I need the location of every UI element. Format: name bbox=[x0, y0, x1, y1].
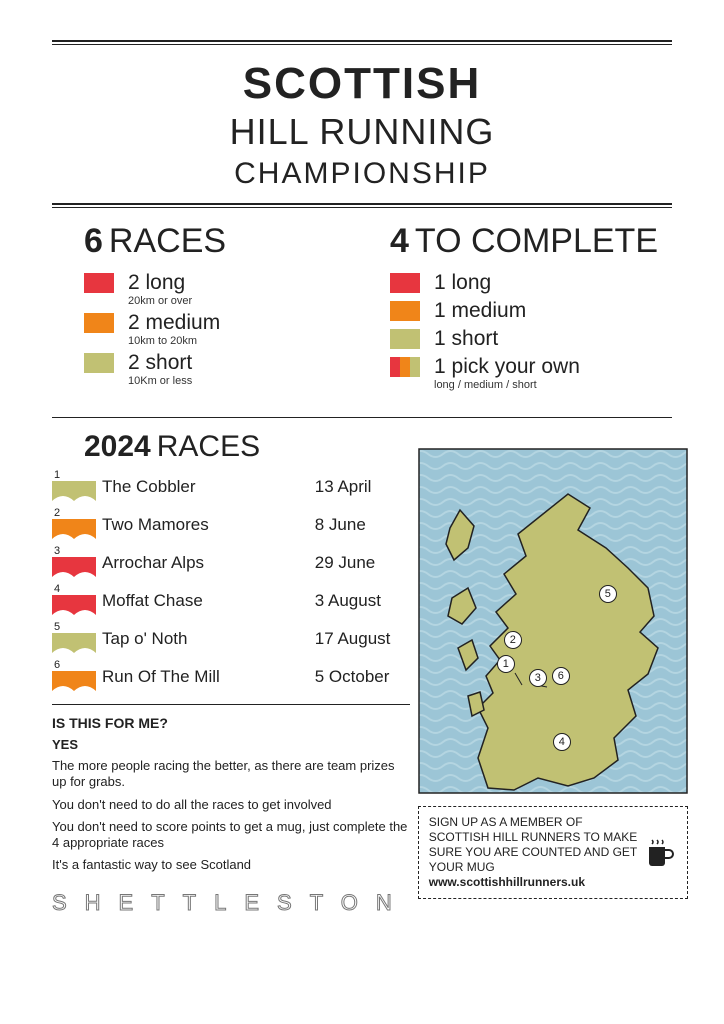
map-pin: 2 bbox=[504, 631, 522, 649]
race-date: 3 August bbox=[315, 591, 410, 611]
swatch-pick-medium bbox=[400, 357, 410, 377]
race-name: Moffat Chase bbox=[102, 591, 315, 611]
race-name: Tap o' Noth bbox=[102, 629, 315, 649]
map-pin: 4 bbox=[553, 733, 571, 751]
title-line-3: CHAMPIONSHIP bbox=[52, 157, 672, 191]
for-me-yes: YES bbox=[52, 737, 410, 752]
four-medium-label: 1 medium bbox=[434, 299, 526, 323]
four-item-long: 1 long bbox=[390, 271, 672, 295]
races-year: 2024 bbox=[84, 430, 151, 463]
six-races-col: 6RACES 2 long 20km or over 2 medium 10km… bbox=[52, 208, 362, 413]
six-medium-label: 2 medium bbox=[128, 311, 220, 335]
race-number: 3 bbox=[54, 545, 60, 557]
race-number: 2 bbox=[54, 507, 60, 519]
swatch-short-2 bbox=[390, 329, 420, 349]
list-bottom-rule bbox=[52, 704, 410, 705]
page: SCOTTISH HILL RUNNING CHAMPIONSHIP 6RACE… bbox=[0, 0, 724, 1024]
brand-wordmark: SHETTLESTON bbox=[52, 890, 410, 916]
six-num: 6 bbox=[84, 222, 103, 260]
scotland-map: 1 2 3 4 5 6 bbox=[418, 448, 688, 794]
four-headline: 4TO COMPLETE bbox=[380, 222, 672, 261]
swatch-medium-2 bbox=[390, 301, 420, 321]
six-short-label: 2 short bbox=[128, 351, 192, 375]
race-name: Two Mamores bbox=[102, 515, 315, 535]
map-pin: 1 bbox=[497, 655, 515, 673]
for-me-p1: The more people racing the better, as th… bbox=[52, 758, 410, 791]
six-long-sub: 20km or over bbox=[128, 295, 192, 307]
map-column: 1 2 3 4 5 6 SIGN UP AS A MEMBER OF SCOTTISH H… bbox=[418, 424, 698, 916]
race-row: 1 The Cobbler13 April bbox=[52, 468, 410, 506]
race-tag: 2 bbox=[52, 511, 96, 539]
race-name: Arrochar Alps bbox=[102, 553, 315, 573]
swatch-medium bbox=[84, 313, 114, 333]
map-pin: 6 bbox=[552, 667, 570, 685]
race-row: 3 Arrochar Alps29 June bbox=[52, 544, 410, 582]
six-item-short: 2 short 10Km or less bbox=[84, 351, 344, 387]
four-num: 4 bbox=[390, 222, 409, 260]
four-pick-label: 1 pick your own bbox=[434, 355, 580, 379]
race-tag: 5 bbox=[52, 625, 96, 653]
race-date: 17 August bbox=[315, 629, 410, 649]
race-row: 6 Run Of The Mill5 October bbox=[52, 658, 410, 696]
four-item-medium: 1 medium bbox=[390, 299, 672, 323]
four-item-short: 1 short bbox=[390, 327, 672, 351]
six-medium-sub: 10km to 20km bbox=[128, 335, 220, 347]
swatch-pick bbox=[390, 357, 420, 377]
four-rest: TO COMPLETE bbox=[415, 222, 658, 260]
swatch-pick-short bbox=[410, 357, 420, 377]
swatch-short bbox=[84, 353, 114, 373]
race-date: 5 October bbox=[315, 667, 410, 687]
race-date: 29 June bbox=[315, 553, 410, 573]
race-name: The Cobbler bbox=[102, 477, 315, 497]
swatch-long-2 bbox=[390, 273, 420, 293]
race-date: 8 June bbox=[315, 515, 410, 535]
races-word: RACES bbox=[157, 430, 260, 463]
swatch-pick-long bbox=[390, 357, 400, 377]
for-me-p2: You don't need to do all the races to ge… bbox=[52, 797, 410, 813]
race-row: 2 Two Mamores8 June bbox=[52, 506, 410, 544]
race-tag: 6 bbox=[52, 663, 96, 691]
race-number: 4 bbox=[54, 583, 60, 595]
six-races-headline: 6RACES bbox=[52, 222, 344, 261]
race-row: 4 Moffat Chase3 August bbox=[52, 582, 410, 620]
four-complete-col: 4TO COMPLETE 1 long 1 medium 1 short bbox=[362, 208, 672, 413]
title-line-2: HILL RUNNING bbox=[52, 111, 672, 153]
title-block: SCOTTISH HILL RUNNING CHAMPIONSHIP bbox=[52, 45, 672, 203]
race-name: Run Of The Mill bbox=[102, 667, 315, 687]
map-pin: 3 bbox=[529, 669, 547, 687]
six-item-medium: 2 medium 10km to 20km bbox=[84, 311, 344, 347]
four-pick-sub: long / medium / short bbox=[434, 379, 580, 391]
six-long-label: 2 long bbox=[128, 271, 192, 295]
races-area: 2024RACES 1 The Cobbler13 April 2 Two Mamor… bbox=[52, 418, 672, 916]
race-tag: 4 bbox=[52, 587, 96, 615]
four-item-pick: 1 pick your own long / medium / short bbox=[390, 355, 672, 391]
signup-box: SIGN UP AS A MEMBER OF SCOTTISH HILL RUN… bbox=[418, 806, 688, 899]
races-headline: 2024RACES bbox=[52, 430, 410, 464]
for-me-hdr: IS THIS FOR ME? bbox=[52, 715, 410, 731]
mug-icon bbox=[643, 815, 677, 890]
race-number: 5 bbox=[54, 621, 60, 633]
six-item-long: 2 long 20km or over bbox=[84, 271, 344, 307]
six-rest: RACES bbox=[109, 222, 226, 260]
race-row: 5 Tap o' Noth17 August bbox=[52, 620, 410, 658]
signup-text: SIGN UP AS A MEMBER OF SCOTTISH HILL RUN… bbox=[429, 815, 637, 874]
six-short-sub: 10Km or less bbox=[128, 375, 192, 387]
race-date: 13 April bbox=[315, 477, 410, 497]
four-long-label: 1 long bbox=[434, 271, 491, 295]
for-me-p4: It's a fantastic way to see Scotland bbox=[52, 857, 410, 873]
signup-url: www.scottishhillrunners.uk bbox=[429, 875, 585, 889]
four-short-label: 1 short bbox=[434, 327, 498, 351]
race-tag: 1 bbox=[52, 473, 96, 501]
race-number: 6 bbox=[54, 659, 60, 671]
title-line-1: SCOTTISH bbox=[52, 59, 672, 109]
race-number: 1 bbox=[54, 469, 60, 481]
summary-row: 6RACES 2 long 20km or over 2 medium 10km… bbox=[52, 208, 672, 413]
race-tag: 3 bbox=[52, 549, 96, 577]
swatch-long bbox=[84, 273, 114, 293]
for-me-block: IS THIS FOR ME? YES The more people raci… bbox=[52, 715, 410, 874]
race-list: 1The Cobbler13 April2Two Mamores8 June3A… bbox=[52, 468, 410, 696]
for-me-p3: You don't need to score points to get a … bbox=[52, 819, 410, 852]
map-pin: 5 bbox=[599, 585, 617, 603]
races-left: 2024RACES 1 The Cobbler13 April 2 Two Mamor… bbox=[52, 424, 418, 916]
